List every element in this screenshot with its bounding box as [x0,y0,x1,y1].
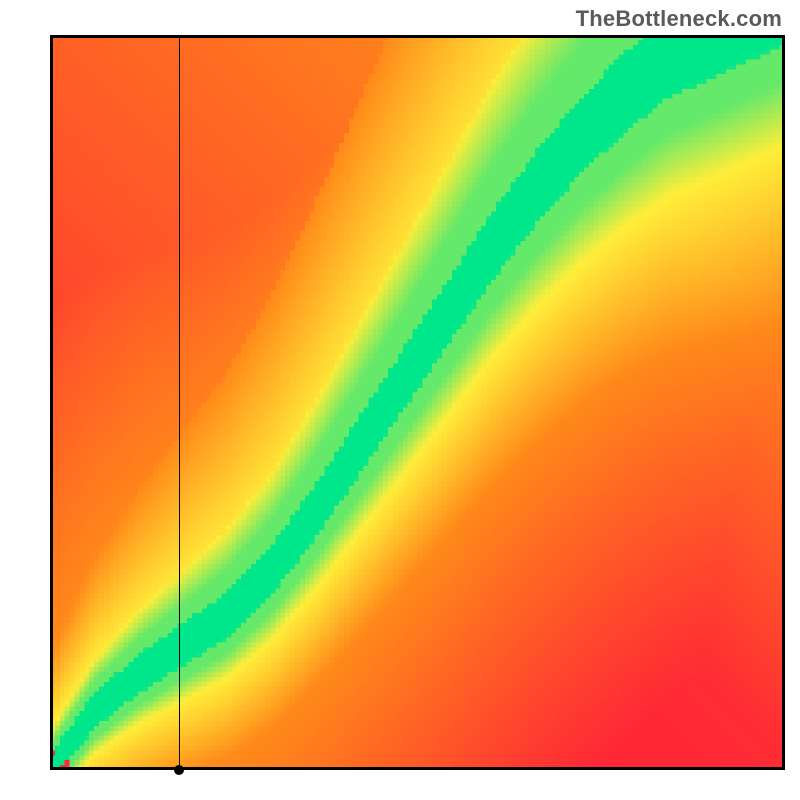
selection-vertical-line [179,35,180,770]
plot-border [50,35,785,770]
watermark-text: TheBottleneck.com [576,6,782,32]
selection-marker [174,765,184,775]
